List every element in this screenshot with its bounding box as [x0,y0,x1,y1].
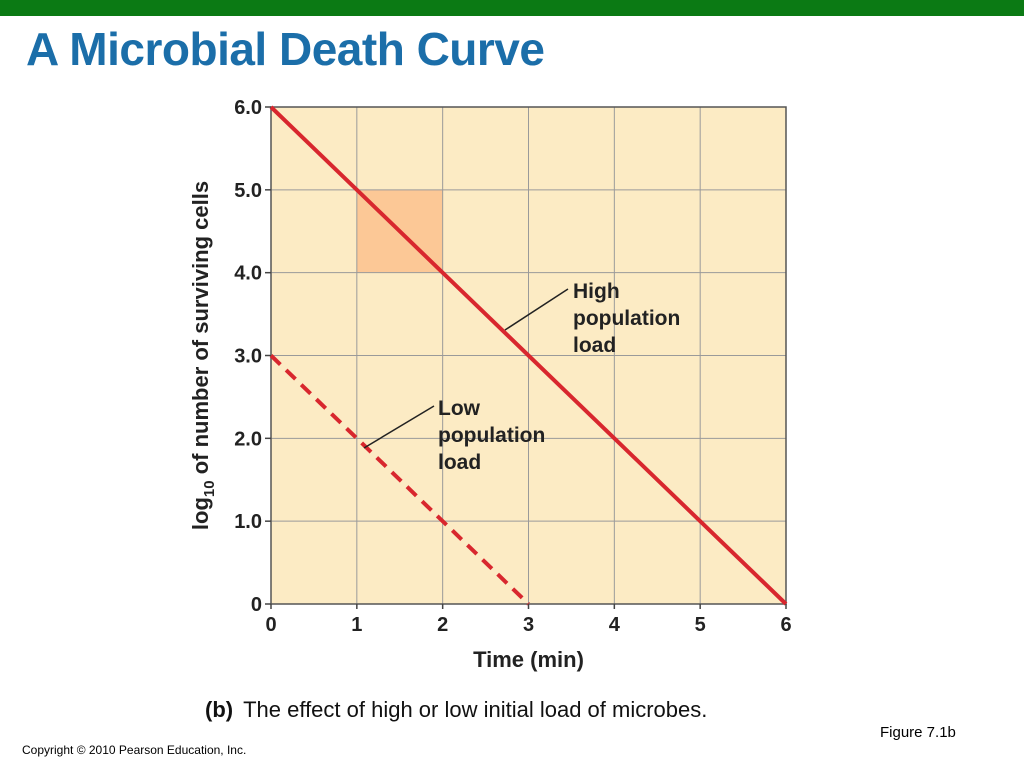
low-load-annotation-line: Low [438,397,481,420]
high-load-leader-line [504,288,569,331]
tick-labels: 0 1 2 3 4 5 6 0 1.0 2.0 3.0 4.0 5.0 6.0 [234,97,791,636]
x-tick-label: 1 [351,614,362,636]
y-axis-title-subscript: 10 [201,480,218,497]
low-load-leader-line [363,405,435,449]
high-load-annotation-line: load [573,334,616,357]
copyright-notice: Copyright © 2010 Pearson Education, Inc. [22,743,247,757]
y-tick-label: 1.0 [234,511,262,533]
slide-title: A Microbial Death Curve [26,23,545,75]
y-tick-label: 0 [251,594,262,616]
y-axis-title-log: log [188,497,213,530]
x-tick-label: 3 [523,614,534,636]
series-annotations: High population load Low population load [363,280,680,474]
figure-caption: (b) The effect of high or low initial loa… [205,697,707,722]
low-load-series-line [269,354,530,606]
high-load-annotation-line: High [573,280,620,303]
top-accent-bar [0,0,1024,16]
high-load-series-line [269,105,788,606]
high-load-annotation-line: population [573,307,680,330]
y-tick-label: 3.0 [234,346,262,368]
high-load-annotation: High population load [573,280,680,357]
y-axis-title: log10 of number of surviving cells [188,181,218,530]
low-load-annotation: Low population load [438,397,545,474]
x-tick-label: 0 [265,614,276,636]
x-axis-title: Time (min) [473,647,584,672]
y-tick-label: 4.0 [234,263,262,285]
x-tick-label: 2 [437,614,448,636]
caption-text: The effect of high or low initial load o… [243,697,707,722]
y-axis-title-rest: of number of surviving cells [188,181,213,481]
caption-prefix: (b) [205,697,233,722]
y-tick-label: 6.0 [234,97,262,119]
series-layer [269,105,788,606]
x-tick-label: 6 [780,614,791,636]
y-tick-label: 5.0 [234,180,262,202]
low-load-annotation-line: population [438,424,545,447]
svg-text:log10 of number of surviving c: log10 of number of surviving cells [188,181,218,530]
y-tick-label: 2.0 [234,428,262,450]
figure-label: Figure 7.1b [880,724,956,741]
x-tick-label: 5 [695,614,706,636]
low-load-annotation-line: load [438,451,481,474]
x-tick-label: 4 [609,614,621,636]
